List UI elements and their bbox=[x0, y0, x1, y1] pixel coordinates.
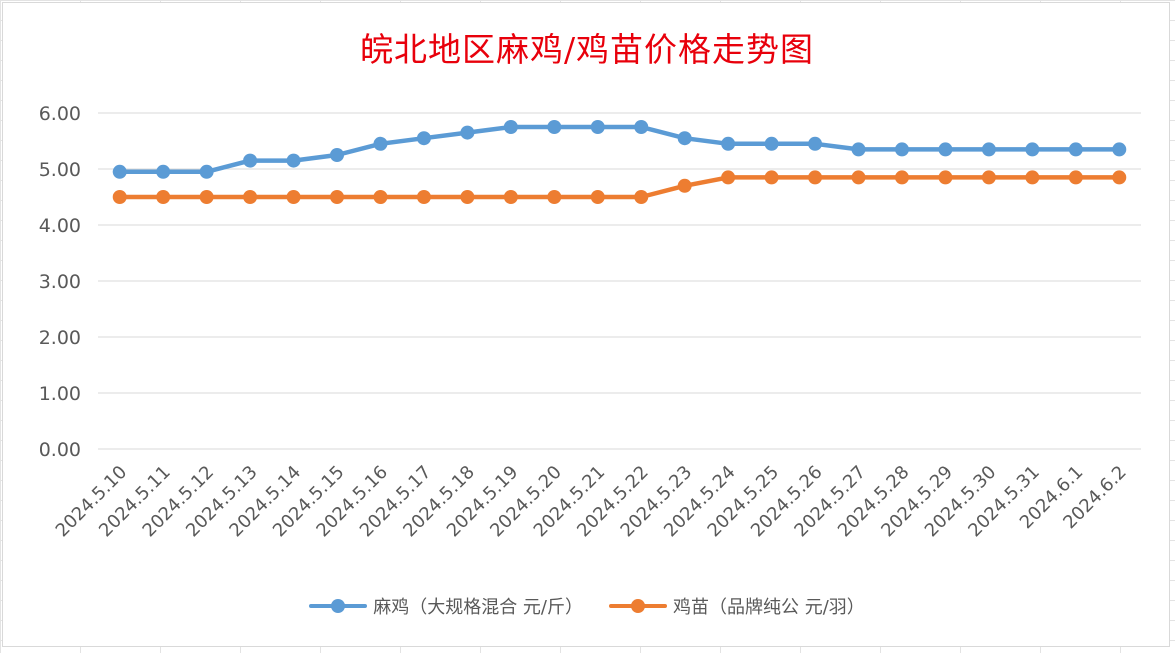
data-point-s2-22 bbox=[1068, 170, 1083, 185]
data-point-s2-8 bbox=[460, 190, 475, 204]
y-tick-label-0: 0.00 bbox=[39, 439, 81, 461]
data-point-s2-16 bbox=[808, 170, 823, 185]
data-point-s1-10 bbox=[547, 120, 562, 134]
y-tick-label-6: 6.00 bbox=[39, 103, 81, 125]
data-point-s2-23 bbox=[1112, 170, 1127, 185]
data-point-s1-14 bbox=[721, 136, 736, 151]
data-point-s2-20 bbox=[981, 170, 996, 185]
data-point-s1-4 bbox=[286, 153, 301, 168]
legend-label-series-2: 鸡苗（品牌纯公 元/羽） bbox=[673, 597, 865, 618]
series-line-2 bbox=[117, 175, 1122, 200]
data-point-s1-23 bbox=[1112, 142, 1127, 157]
y-tick-label-1: 1.00 bbox=[39, 383, 81, 405]
data-point-s2-21 bbox=[1025, 170, 1040, 185]
data-point-s2-6 bbox=[373, 190, 388, 204]
data-point-s1-8 bbox=[460, 125, 475, 140]
y-tick-label-3: 3.00 bbox=[39, 271, 81, 293]
plot-area: 0.001.002.003.004.005.006.002024.5.10202… bbox=[39, 103, 1141, 541]
data-point-s1-6 bbox=[373, 136, 388, 151]
data-point-s2-18 bbox=[894, 170, 909, 185]
data-point-s1-7 bbox=[416, 131, 431, 146]
data-point-s2-12 bbox=[634, 190, 649, 204]
legend-swatch-series-1 bbox=[309, 599, 368, 613]
y-tick-label-5: 5.00 bbox=[39, 159, 81, 181]
data-point-s2-0 bbox=[112, 190, 127, 204]
legend-item-series-2: 鸡苗（品牌纯公 元/羽） bbox=[609, 593, 865, 619]
data-point-s2-14 bbox=[721, 170, 736, 185]
legend-marker-series-1 bbox=[331, 599, 346, 613]
data-point-s2-9 bbox=[503, 190, 518, 204]
legend: 麻鸡（大规格混合 元/斤） 鸡苗（品牌纯公 元/羽） bbox=[3, 593, 1171, 619]
data-point-s1-12 bbox=[634, 120, 649, 134]
data-point-s1-20 bbox=[981, 142, 996, 157]
data-point-s1-19 bbox=[938, 142, 953, 157]
data-point-s1-13 bbox=[677, 131, 692, 146]
data-point-s1-16 bbox=[808, 136, 823, 151]
legend-label-series-1: 麻鸡（大规格混合 元/斤） bbox=[373, 597, 583, 618]
legend-marker-series-2 bbox=[631, 599, 645, 613]
data-point-s2-13 bbox=[677, 178, 692, 193]
legend-item-series-1: 麻鸡（大规格混合 元/斤） bbox=[309, 593, 583, 619]
data-point-s2-19 bbox=[938, 170, 953, 185]
data-point-s2-1 bbox=[156, 190, 171, 204]
legend-swatch-series-2 bbox=[609, 599, 667, 613]
data-point-s2-10 bbox=[547, 190, 562, 204]
data-point-s1-2 bbox=[199, 164, 214, 179]
data-point-s1-3 bbox=[243, 153, 258, 168]
data-point-s2-11 bbox=[590, 190, 605, 204]
data-point-s2-7 bbox=[416, 190, 431, 204]
data-point-s2-4 bbox=[286, 190, 301, 204]
y-tick-label-4: 4.00 bbox=[39, 215, 81, 237]
data-point-s1-1 bbox=[156, 164, 171, 179]
series-line-1 bbox=[117, 124, 1122, 175]
data-point-s1-5 bbox=[330, 148, 345, 162]
data-point-s1-0 bbox=[112, 164, 127, 179]
chart-title: 皖北地区麻鸡/鸡苗价格走势图 bbox=[359, 30, 815, 69]
data-point-s1-9 bbox=[503, 120, 518, 134]
data-point-s2-17 bbox=[851, 170, 866, 185]
data-point-s1-17 bbox=[851, 142, 866, 157]
data-point-s2-3 bbox=[243, 190, 258, 204]
data-point-s1-21 bbox=[1025, 142, 1040, 157]
data-point-s1-18 bbox=[894, 142, 909, 157]
data-point-s2-2 bbox=[199, 190, 214, 204]
y-tick-label-2: 2.00 bbox=[39, 327, 81, 349]
data-point-s2-15 bbox=[764, 170, 779, 185]
data-point-s1-11 bbox=[590, 120, 605, 134]
data-point-s2-5 bbox=[330, 190, 345, 204]
data-point-s1-22 bbox=[1068, 142, 1083, 157]
data-point-s1-15 bbox=[764, 136, 779, 151]
